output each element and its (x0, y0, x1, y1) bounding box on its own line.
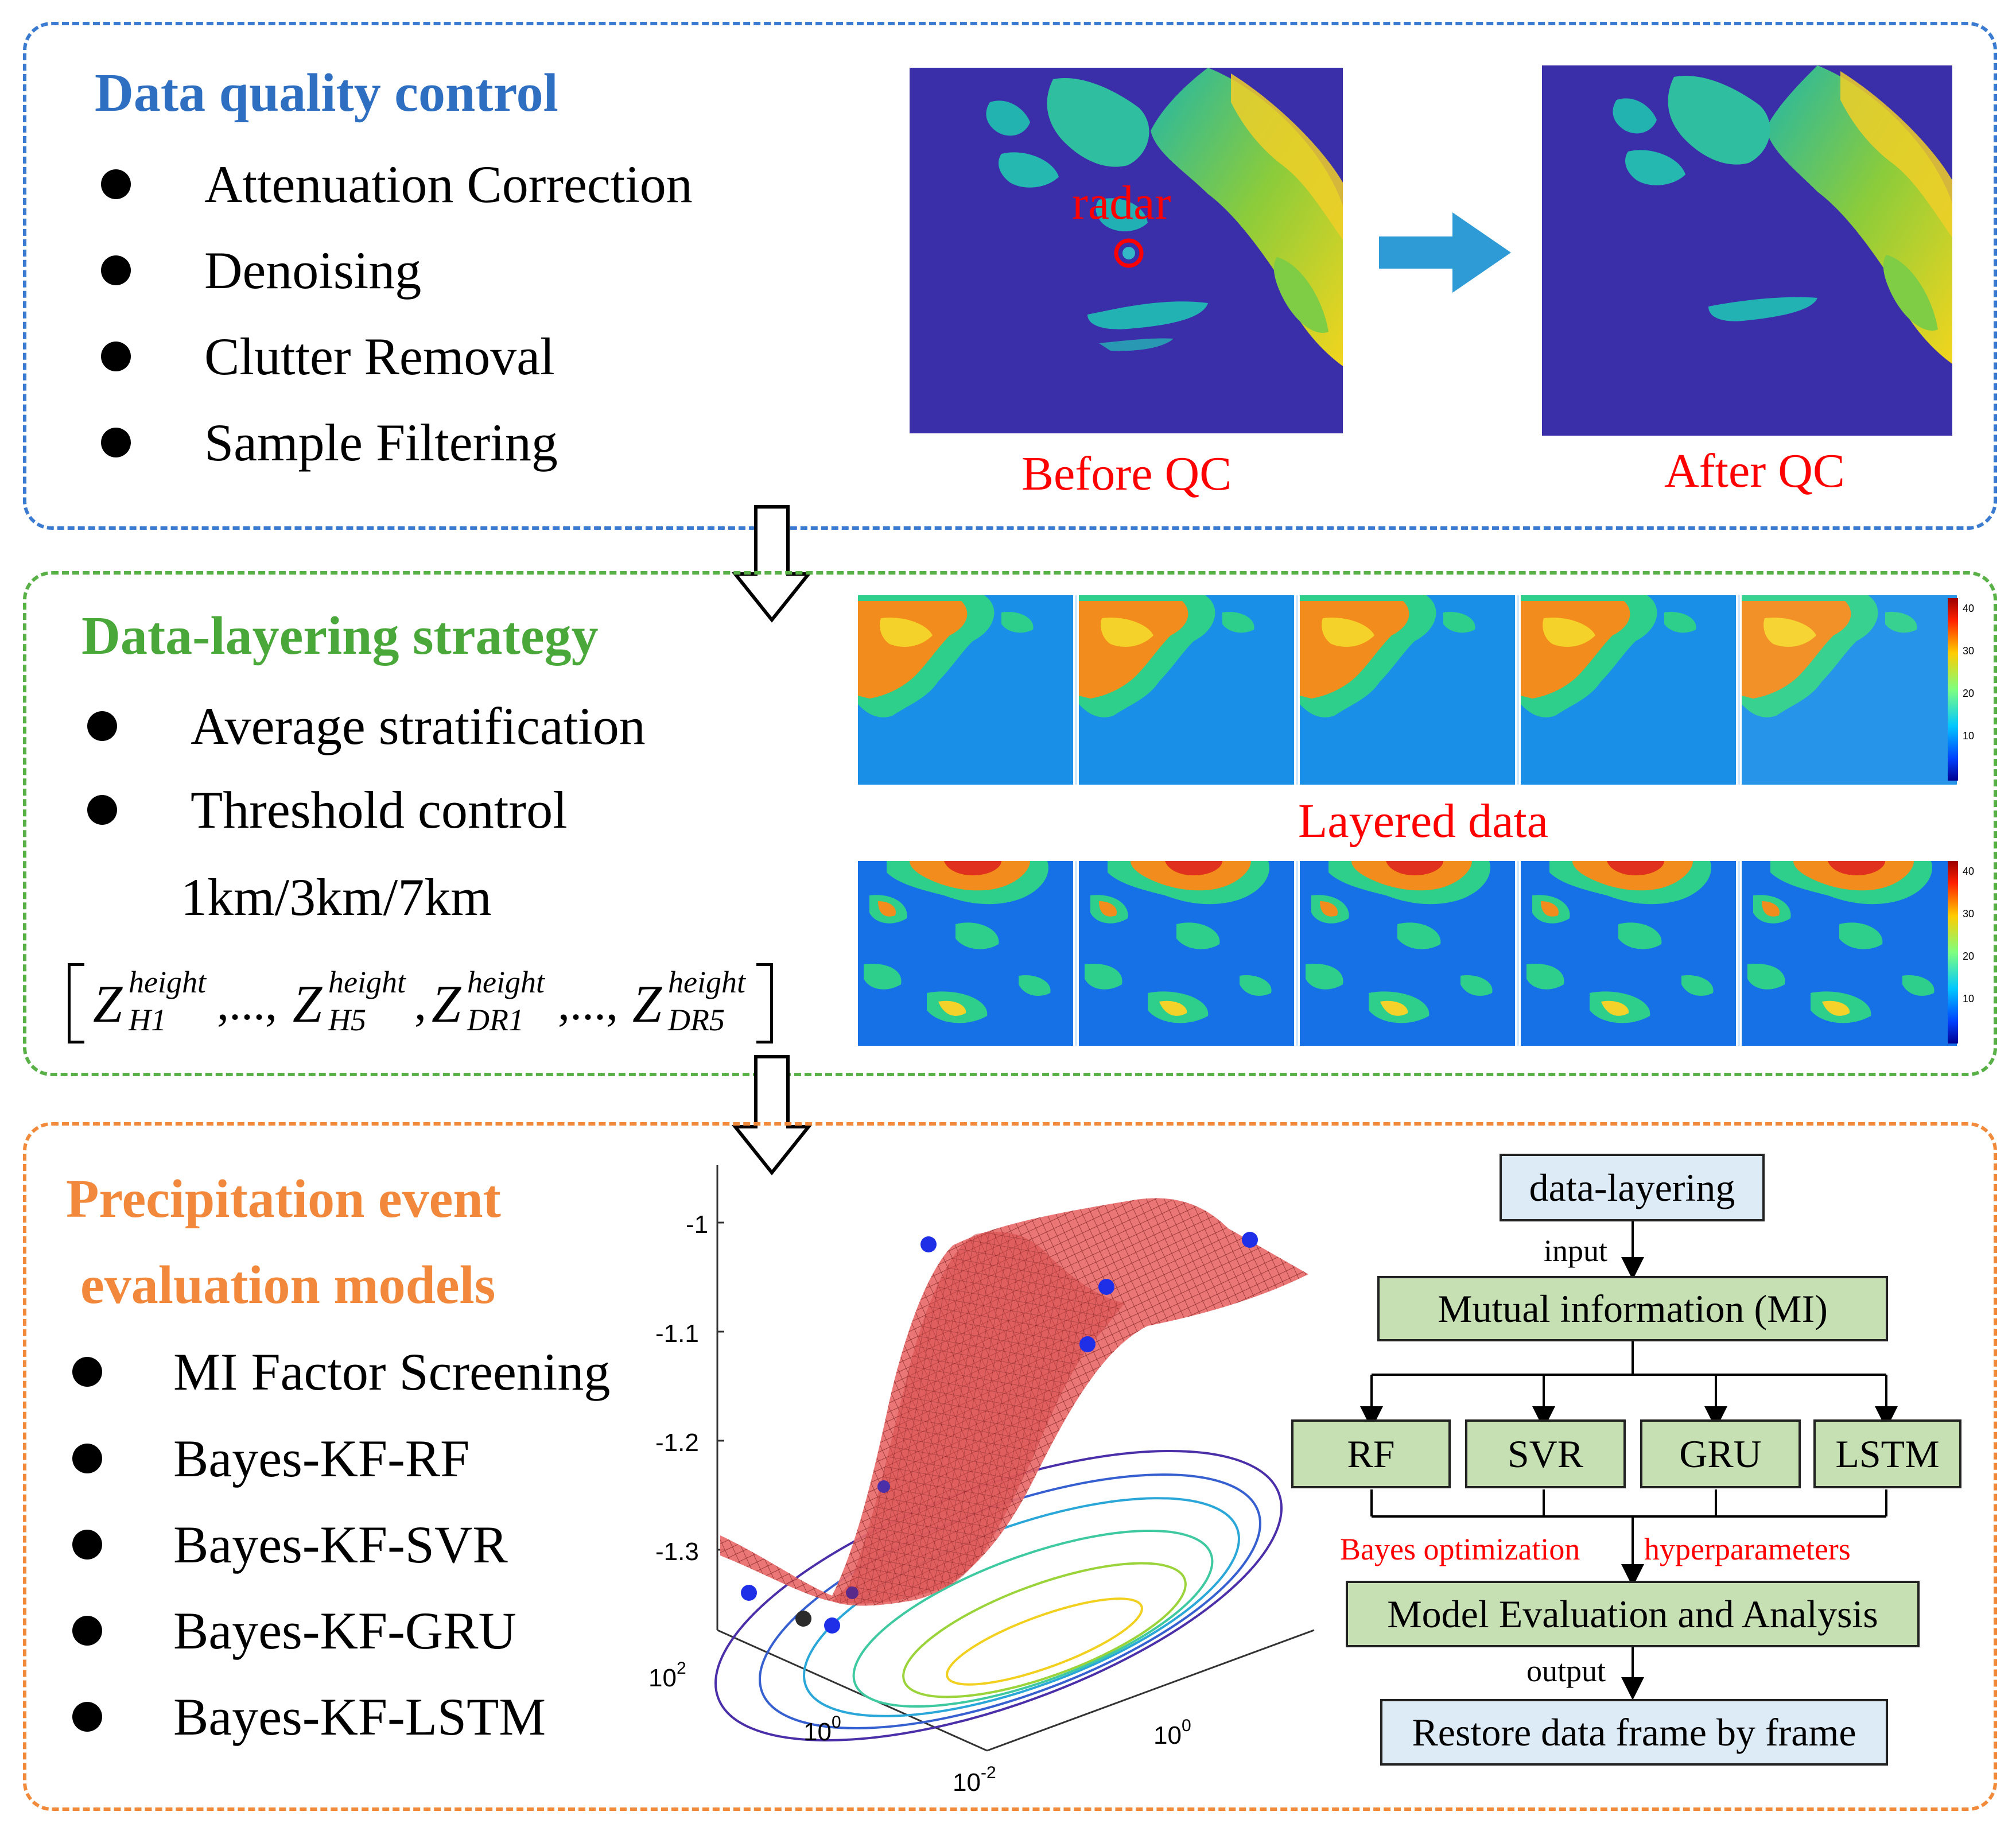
layer-heights: 1km/3km/7km (181, 868, 492, 926)
evaluation-title-line2: evaluation models (80, 1255, 496, 1315)
bullet-icon (87, 711, 117, 741)
layering-item: Average stratification (87, 696, 646, 757)
qc-panel (23, 22, 1997, 530)
colorbar-tick: 10 (1963, 730, 1974, 742)
evaluation-item: MI Factor Screening (72, 1341, 610, 1402)
bullet-icon (72, 1616, 102, 1646)
layered-data-caption: Layered data (1298, 794, 1549, 848)
bullet-icon (101, 255, 131, 285)
evaluation-item: Bayes-KF-RF (72, 1428, 469, 1489)
y-tick: 100 (1153, 1716, 1191, 1749)
bullet-icon (87, 795, 117, 825)
layered-data-bottom (858, 861, 1957, 1046)
bullet-icon (72, 1530, 102, 1560)
qc-arrow-icon (1379, 212, 1511, 293)
layering-formula: Z height H1 ,..., Z height H5 , Z height… (63, 957, 786, 1043)
qc-item: Denoising (101, 240, 421, 301)
colorbar-tick: 40 (1963, 603, 1974, 614)
x-tick: 100 (803, 1713, 841, 1746)
bullet-icon (101, 428, 131, 457)
bullet-icon (101, 342, 131, 371)
flow-model-rf: RF (1291, 1419, 1451, 1488)
z-tick: -1.2 (655, 1429, 699, 1457)
colorbar-top: 40 30 20 10 (1948, 598, 1974, 781)
flow-model-gru: GRU (1640, 1419, 1801, 1488)
bullet-icon (72, 1357, 102, 1387)
evaluation-title-line1: Precipitation event (66, 1169, 501, 1229)
radar-label: radar (1072, 176, 1171, 230)
formula-comma: , (414, 977, 426, 1030)
flow-data-layering: data-layering (1500, 1154, 1765, 1221)
x-tick: 10-2 (953, 1763, 996, 1797)
bullet-icon (72, 1702, 102, 1732)
colorbar-tick: 20 (1963, 688, 1974, 699)
radar-image-before (910, 68, 1343, 433)
z-tick: -1.3 (655, 1538, 699, 1566)
formula-ellipsis: ,..., (558, 977, 618, 1030)
flow-output-label: output (1526, 1654, 1606, 1688)
layering-item: Threshold control (87, 779, 568, 840)
formula-ellipsis: ,..., (217, 977, 277, 1030)
flow-input-label: input (1544, 1233, 1608, 1268)
layered-data-top (858, 595, 1957, 785)
bullet-icon (72, 1444, 102, 1473)
colorbar-tick: 20 (1963, 951, 1974, 962)
qc-item: Clutter Removal (101, 326, 555, 387)
flow-bayes-label-left: Bayes optimization (1340, 1532, 1580, 1566)
flow-model-evaluation: Model Evaluation and Analysis (1346, 1581, 1920, 1647)
evaluation-item: Bayes-KF-GRU (72, 1600, 516, 1661)
flow-bayes-label-right: hyperparameters (1644, 1532, 1851, 1566)
down-arrow-icon (732, 1055, 812, 1176)
evaluation-item: Bayes-KF-LSTM (72, 1686, 546, 1747)
bullet-icon (101, 169, 131, 199)
flowchart-connectors (1360, 1220, 1898, 1700)
bayes-surface-plot: -1 -1.1 -1.2 -1.3 102 100 10-2 100 (648, 1165, 1315, 1797)
qc-item: Attenuation Correction (101, 154, 693, 215)
sample-points (741, 1232, 1258, 1634)
colorbar-tick: 40 (1963, 866, 1974, 877)
z-tick: -1 (686, 1211, 708, 1239)
colorbar-bottom: 40 30 20 10 (1948, 861, 1974, 1043)
flow-model-lstm: LSTM (1813, 1419, 1961, 1488)
radar-location-marker (1114, 238, 1144, 268)
colorbar-tick: 30 (1963, 645, 1974, 657)
before-qc-caption: Before QC (1021, 447, 1232, 501)
layering-panel (23, 571, 1997, 1076)
after-qc-caption: After QC (1664, 444, 1845, 498)
radar-image-after (1542, 65, 1952, 436)
right-bracket (756, 963, 773, 1043)
evaluation-item: Bayes-KF-SVR (72, 1514, 508, 1575)
layering-title: Data-layering strategy (81, 606, 599, 666)
flow-restore-data: Restore data frame by frame (1380, 1699, 1888, 1766)
evaluation-panel (23, 1122, 1997, 1811)
flow-model-svr: SVR (1465, 1419, 1626, 1488)
qc-item: Sample Filtering (101, 412, 558, 473)
flow-mutual-information: Mutual information (MI) (1377, 1276, 1888, 1341)
z-tick: -1.1 (655, 1320, 699, 1348)
colorbar-tick: 10 (1963, 993, 1974, 1004)
qc-title: Data quality control (95, 63, 558, 123)
colorbar-tick: 30 (1963, 908, 1974, 920)
left-bracket (68, 963, 84, 1043)
x-tick: 102 (648, 1659, 686, 1692)
